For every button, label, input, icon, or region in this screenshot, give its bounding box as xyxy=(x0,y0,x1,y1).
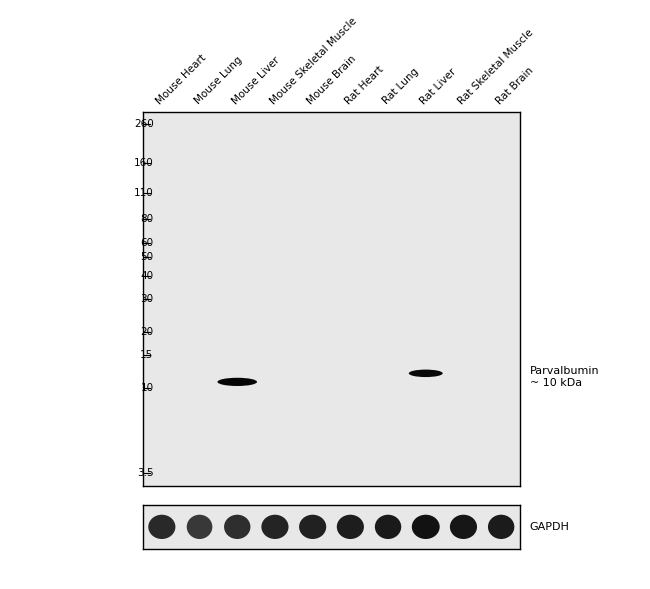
Text: Mouse Heart: Mouse Heart xyxy=(155,52,209,106)
Ellipse shape xyxy=(187,515,213,539)
Text: 110: 110 xyxy=(134,188,153,198)
Ellipse shape xyxy=(409,369,443,377)
Text: GAPDH: GAPDH xyxy=(530,522,569,532)
Text: 50: 50 xyxy=(140,253,153,263)
Text: Rat Skeletal Muscle: Rat Skeletal Muscle xyxy=(456,27,536,106)
Text: 160: 160 xyxy=(134,158,153,168)
Text: 260: 260 xyxy=(134,118,153,128)
Text: Mouse Liver: Mouse Liver xyxy=(230,55,281,106)
Ellipse shape xyxy=(299,515,326,539)
Text: Parvalbumin
~ 10 kDa: Parvalbumin ~ 10 kDa xyxy=(530,366,599,388)
Ellipse shape xyxy=(261,515,289,539)
Ellipse shape xyxy=(224,515,250,539)
Ellipse shape xyxy=(375,515,401,539)
Text: Mouse Brain: Mouse Brain xyxy=(306,54,358,106)
Ellipse shape xyxy=(412,515,439,539)
Text: Rat Heart: Rat Heart xyxy=(343,64,385,106)
Text: 80: 80 xyxy=(140,214,153,224)
Ellipse shape xyxy=(337,515,364,539)
Text: 20: 20 xyxy=(140,327,153,337)
Text: Mouse Skeletal Muscle: Mouse Skeletal Muscle xyxy=(268,16,358,106)
Text: Rat Brain: Rat Brain xyxy=(494,65,535,106)
Ellipse shape xyxy=(488,515,514,539)
Text: 10: 10 xyxy=(140,383,153,393)
Text: Rat Liver: Rat Liver xyxy=(419,67,458,106)
Text: Rat Lung: Rat Lung xyxy=(381,67,421,106)
Ellipse shape xyxy=(450,515,477,539)
Text: 30: 30 xyxy=(140,294,153,304)
Ellipse shape xyxy=(148,515,176,539)
Text: Mouse Lung: Mouse Lung xyxy=(192,55,244,106)
Ellipse shape xyxy=(218,378,257,386)
Text: 40: 40 xyxy=(140,270,153,280)
Text: 15: 15 xyxy=(140,350,153,360)
Text: 60: 60 xyxy=(140,237,153,247)
Text: 3.5: 3.5 xyxy=(137,468,153,478)
